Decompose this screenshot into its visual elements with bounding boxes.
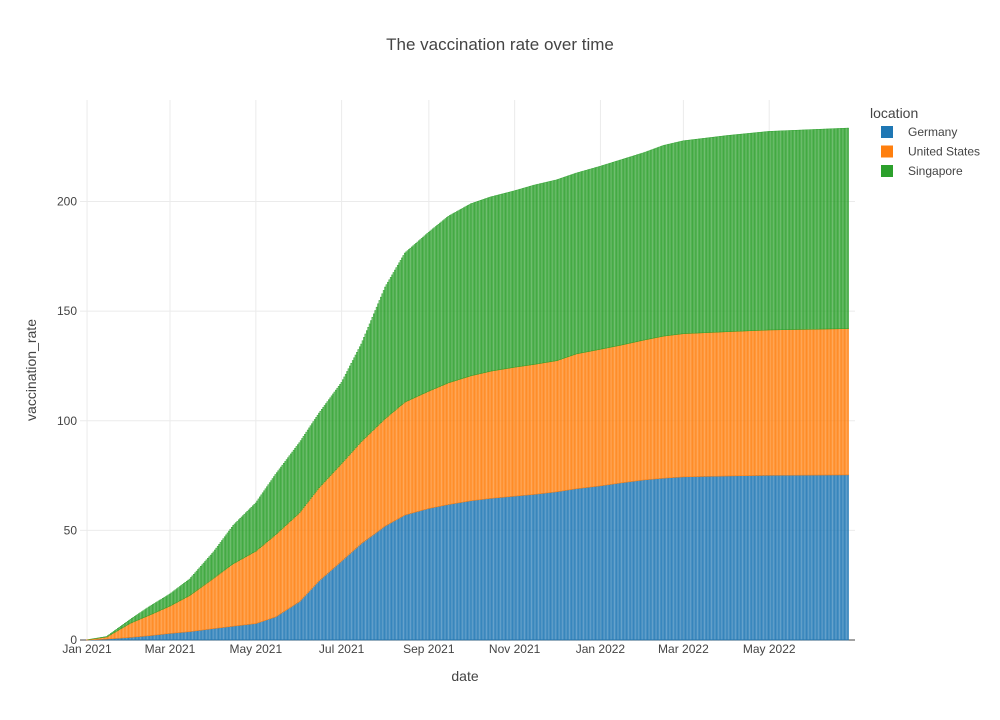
y-axis-title: vaccination_rate bbox=[23, 319, 39, 421]
legend-label: United States bbox=[908, 145, 980, 159]
legend-swatch bbox=[881, 126, 893, 138]
series-singapore bbox=[87, 127, 849, 640]
y-tick-label: 100 bbox=[57, 414, 77, 428]
legend-swatch bbox=[881, 145, 893, 158]
x-tick-label: Sep 2021 bbox=[403, 642, 455, 656]
legend-label: Germany bbox=[908, 125, 957, 139]
legend-swatch bbox=[881, 165, 893, 177]
x-tick-label: May 2021 bbox=[229, 642, 282, 656]
bar bbox=[847, 474, 849, 641]
bars bbox=[86, 127, 849, 641]
bar bbox=[847, 127, 849, 329]
bar bbox=[107, 635, 110, 637]
x-tick-label: May 2022 bbox=[743, 642, 796, 656]
legend: location Germany United States Singapore bbox=[870, 105, 980, 178]
x-tick-label: Jan 2022 bbox=[576, 642, 626, 656]
x-tick-label: Mar 2021 bbox=[145, 642, 196, 656]
x-tick-label: Mar 2022 bbox=[658, 642, 709, 656]
x-tick-label: Nov 2021 bbox=[489, 642, 541, 656]
series-germany bbox=[87, 474, 849, 641]
legend-title: location bbox=[870, 105, 918, 121]
y-axis: 0 50 100 150 200 bbox=[57, 195, 77, 647]
y-tick-label: 200 bbox=[57, 195, 77, 209]
chart-title: The vaccination rate over time bbox=[386, 35, 614, 54]
bar bbox=[108, 634, 111, 636]
y-tick-label: 50 bbox=[64, 523, 78, 537]
x-tick-label: Jan 2021 bbox=[62, 642, 112, 656]
x-tick-label: Jul 2021 bbox=[319, 642, 365, 656]
legend-label: Singapore bbox=[908, 164, 963, 178]
bar bbox=[110, 633, 112, 635]
x-axis: Jan 2021 Mar 2021 May 2021 Jul 2021 Sep 2021… bbox=[62, 642, 796, 656]
x-axis-title: date bbox=[451, 668, 478, 684]
y-tick-label: 0 bbox=[70, 633, 77, 647]
bar bbox=[847, 328, 849, 476]
y-tick-label: 150 bbox=[57, 304, 77, 318]
